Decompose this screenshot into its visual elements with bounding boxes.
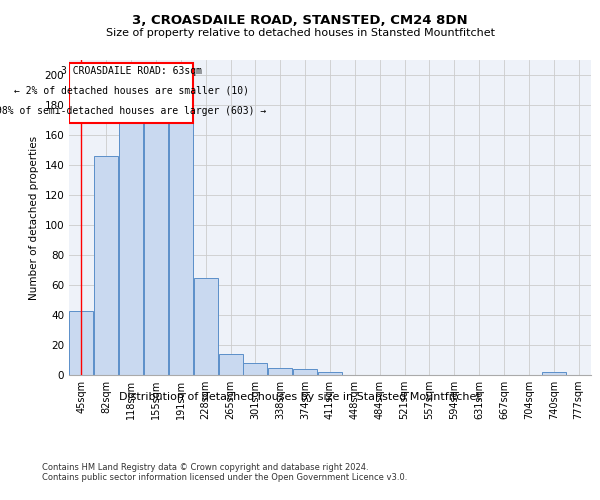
Text: ← 2% of detached houses are smaller (10): ← 2% of detached houses are smaller (10): [14, 86, 248, 96]
Bar: [268, 368, 292, 375]
Bar: [244, 363, 268, 375]
Bar: [194, 278, 218, 375]
Bar: [169, 123, 193, 375]
Bar: [218, 354, 242, 375]
Bar: [70, 310, 94, 375]
Bar: [293, 369, 317, 375]
Text: 3, CROASDAILE ROAD, STANSTED, CM24 8DN: 3, CROASDAILE ROAD, STANSTED, CM24 8DN: [132, 14, 468, 27]
Bar: [542, 372, 566, 375]
Text: 3 CROASDAILE ROAD: 63sqm: 3 CROASDAILE ROAD: 63sqm: [61, 66, 202, 76]
Text: Contains HM Land Registry data © Crown copyright and database right 2024.: Contains HM Land Registry data © Crown c…: [42, 462, 368, 471]
Bar: [70, 63, 193, 123]
Bar: [318, 372, 342, 375]
Bar: [144, 123, 168, 375]
Text: 98% of semi-detached houses are larger (603) →: 98% of semi-detached houses are larger (…: [0, 106, 266, 116]
Text: Size of property relative to detached houses in Stansted Mountfitchet: Size of property relative to detached ho…: [106, 28, 494, 38]
Bar: [94, 156, 118, 375]
Bar: [119, 123, 143, 375]
Y-axis label: Number of detached properties: Number of detached properties: [29, 136, 39, 300]
Text: Contains public sector information licensed under the Open Government Licence v3: Contains public sector information licen…: [42, 472, 407, 482]
Text: Distribution of detached houses by size in Stansted Mountfitchet: Distribution of detached houses by size …: [119, 392, 481, 402]
